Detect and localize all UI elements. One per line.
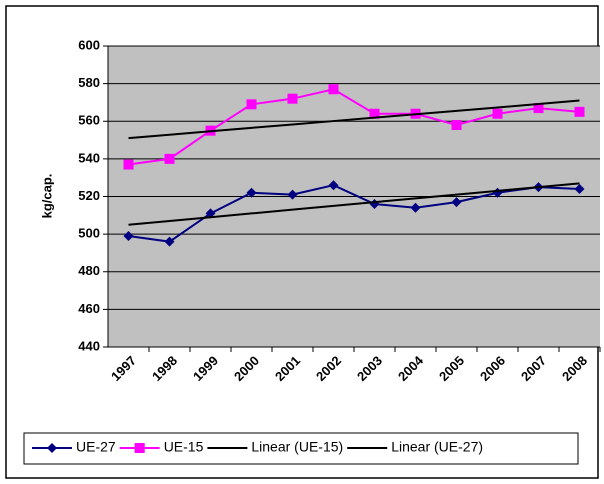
y-tick-label: 500 bbox=[78, 226, 100, 241]
legend-label: Linear (UE-15) bbox=[251, 439, 343, 455]
square-marker bbox=[287, 93, 298, 104]
diamond-marker bbox=[574, 183, 585, 194]
square-marker bbox=[574, 106, 585, 117]
y-tick-label: 480 bbox=[78, 263, 100, 278]
square-marker bbox=[451, 120, 462, 131]
diamond-marker bbox=[287, 189, 298, 200]
y-tick-label: 580 bbox=[78, 75, 100, 90]
diamond-marker bbox=[164, 236, 175, 247]
legend-label: Linear (UE-27) bbox=[391, 439, 483, 455]
square-marker bbox=[134, 443, 145, 453]
diamond-marker bbox=[123, 231, 134, 242]
series-line bbox=[128, 182, 580, 226]
square-marker bbox=[164, 153, 175, 164]
y-tick-label: 460 bbox=[78, 301, 100, 316]
diamond-marker bbox=[246, 187, 257, 198]
diamond-marker bbox=[205, 208, 216, 219]
diamond-marker bbox=[328, 180, 339, 191]
square-marker bbox=[246, 99, 257, 110]
legend-box bbox=[23, 432, 579, 465]
legend-label: UE-27 bbox=[76, 439, 116, 455]
square-marker bbox=[123, 159, 134, 170]
y-tick-label: 540 bbox=[78, 150, 100, 165]
diamond-marker bbox=[410, 202, 421, 213]
legend: UE-27 UE-15 Linear (UE-15) Linear (UE-27) bbox=[23, 432, 579, 465]
series-line bbox=[128, 99, 580, 140]
square-marker bbox=[369, 108, 380, 119]
square-marker bbox=[328, 84, 339, 95]
series-line bbox=[128, 88, 580, 166]
y-axis-label: kg/cap. bbox=[39, 174, 54, 219]
y-tick-label: 520 bbox=[78, 188, 100, 203]
y-tick-label: 600 bbox=[78, 37, 100, 52]
diamond-marker bbox=[451, 197, 462, 208]
y-tick-label: 560 bbox=[78, 113, 100, 128]
legend-label: UE-15 bbox=[164, 439, 204, 455]
diamond-marker bbox=[47, 443, 57, 453]
square-marker bbox=[492, 108, 503, 119]
square-marker bbox=[533, 103, 544, 114]
y-tick-label: 440 bbox=[78, 338, 100, 353]
